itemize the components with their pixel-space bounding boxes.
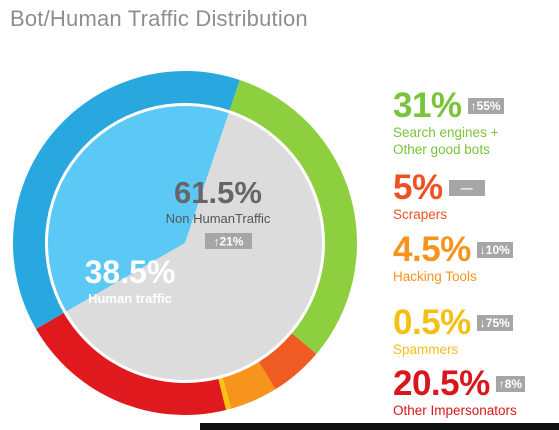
legend-label: Scrapers: [393, 207, 448, 222]
legend-pct: 5%: [393, 168, 443, 207]
legend-change-badge: ↓10%: [476, 242, 513, 258]
traffic-donut-chart: 61.5% Non HumanTraffic ↑21% 38.5% Human …: [12, 71, 357, 415]
legend-change-badge: ↑55%: [467, 98, 504, 114]
ring-slice-search-engines-other-good-bots: [229, 79, 357, 355]
legend-change-badge: —: [448, 180, 485, 196]
human-label: Human traffic: [88, 291, 172, 306]
ring-slice-human-traffic: [12, 71, 240, 329]
inner-pie: [47, 106, 322, 380]
legend-item: 31% ↑55% Search engines + Other good bots: [393, 88, 504, 158]
non-human-label: Non HumanTraffic: [166, 211, 271, 226]
bottom-edge-bar: [200, 423, 559, 430]
legend-item: 5% — Scrapers: [393, 170, 485, 223]
ring-slice-scrapers: [258, 333, 317, 390]
non-human-pct: 61.5%: [174, 175, 262, 210]
legend-label: Other Impersonators: [393, 403, 517, 418]
legend-pct: 31%: [393, 86, 462, 125]
legend-pct: 4.5%: [393, 230, 471, 269]
pie-slice-non-humantraffic: [66, 113, 322, 380]
center-labels: 61.5% Non HumanTraffic ↑21% 38.5% Human …: [85, 175, 271, 306]
legend-label: Other good bots: [393, 142, 490, 157]
human-pct: 38.5%: [85, 254, 176, 290]
ring-slice-other-impersonators: [36, 313, 227, 415]
pie-slice-human-traffic: [47, 106, 229, 312]
legend-item: 20.5% ↑8% Other Impersonators: [393, 364, 526, 419]
legend-item: 4.5% ↓10% Hacking Tools: [393, 232, 513, 285]
ring-slice-hacking-tools: [222, 361, 276, 409]
legend-change-badge: ↑8%: [495, 376, 526, 392]
legend-change-badge: ↓75%: [476, 315, 513, 331]
non-human-change-badge: [205, 233, 252, 249]
legend-pct: 0.5%: [393, 303, 471, 342]
outer-ring: [12, 71, 357, 415]
legend-item: 0.5% ↓75% Spammers: [393, 305, 513, 358]
non-human-change: ↑21%: [213, 235, 243, 249]
page-title: Bot/Human Traffic Distribution: [10, 6, 308, 31]
legend-pct: 20.5%: [393, 364, 490, 403]
legend-label: Search engines +: [393, 125, 499, 140]
legend-label: Spammers: [393, 342, 459, 357]
legend-label: Hacking Tools: [393, 269, 477, 284]
ring-slice-spammers: [218, 377, 232, 411]
